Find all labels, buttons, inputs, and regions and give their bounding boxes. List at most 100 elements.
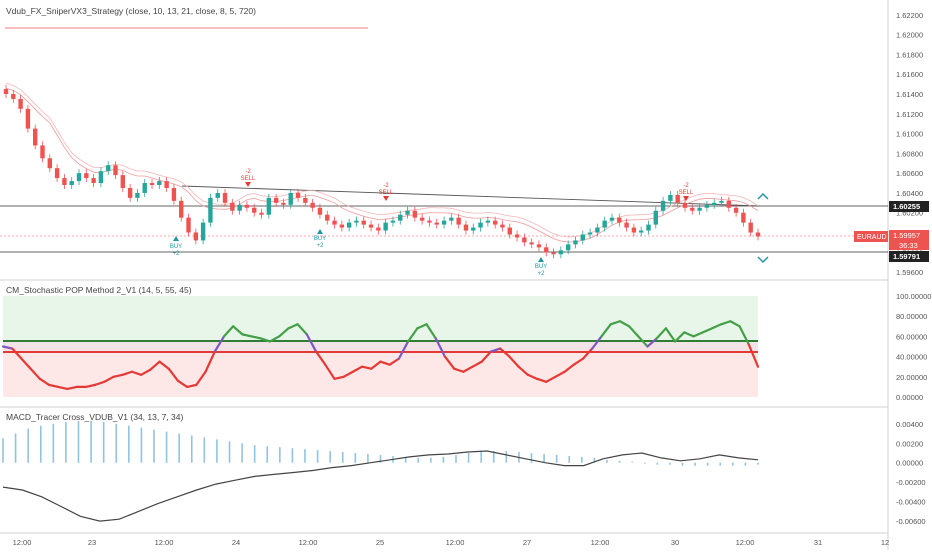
chevron-down-icon[interactable] <box>757 256 769 264</box>
candle-body <box>244 204 250 208</box>
sell-signal: -2 SELL <box>241 169 256 187</box>
stochastic-segment <box>130 370 143 376</box>
stoch-overbought-zone <box>3 296 758 341</box>
candle-body <box>266 197 272 215</box>
y-axis-ticks: 1.62200 1.62000 1.61800 1.61600 1.61400 1.612… <box>896 11 931 526</box>
candle-body <box>193 232 199 241</box>
candle-body <box>98 171 104 184</box>
stochastic-segment <box>287 323 299 330</box>
candle-body <box>237 204 242 211</box>
candle-body <box>653 210 658 225</box>
candle-body <box>668 194 673 201</box>
candle-body <box>303 197 308 203</box>
candle-body <box>346 222 352 228</box>
stochastic-segment <box>158 360 170 370</box>
candle-body <box>18 98 23 109</box>
candle-body <box>514 234 520 238</box>
candles <box>3 85 761 259</box>
stochastic-panel <box>1 296 760 397</box>
stochastic-segment <box>637 335 649 348</box>
stochastic-segment <box>526 373 539 380</box>
candle-body <box>135 192 140 198</box>
macd-signal-line <box>2 450 759 522</box>
candle-body <box>157 181 162 186</box>
buy-signal: BUY +2 <box>170 236 182 257</box>
stochastic-segment <box>121 370 134 376</box>
x-tick-label: 12:00 <box>736 538 755 547</box>
stochastic-segment <box>554 370 566 378</box>
x-tick-label: 12:00 <box>299 538 318 547</box>
candle-body <box>368 224 374 228</box>
candle-body <box>624 222 629 228</box>
stochastic-segment <box>370 360 382 370</box>
candle-body <box>646 224 651 231</box>
candle-body <box>427 220 432 223</box>
y-tick-label: 0.00200 <box>896 439 923 448</box>
frame <box>0 0 889 550</box>
candle-body <box>529 242 534 245</box>
candle-body <box>755 232 761 237</box>
candle-body <box>441 220 447 225</box>
stochastic-segment <box>591 335 603 350</box>
candle-body <box>478 222 483 228</box>
stochastic-segment <box>674 331 686 343</box>
candle-body <box>573 240 578 245</box>
stochastic-segment <box>664 327 677 343</box>
stochastic-segment <box>268 335 281 343</box>
stochastic-segment <box>360 365 373 370</box>
candle-body <box>33 128 38 146</box>
stochastic-segment <box>407 327 419 343</box>
stochastic-segment <box>563 363 575 373</box>
candle-body <box>171 187 177 201</box>
candle-body <box>544 247 549 253</box>
candle-body <box>62 178 67 186</box>
price-label-upper: 1.60255 <box>889 201 929 212</box>
candle-body <box>434 222 439 225</box>
y-tick-label: 1.60800 <box>896 149 923 158</box>
price-panel: -2 SELL -2 SELL -2 SELL BUY +2 BUY <box>0 27 888 277</box>
y-tick-label: 1.61200 <box>896 110 923 119</box>
candle-body <box>609 217 615 221</box>
price-panel-title: Vdub_FX_SniperVX3_Strategy (close, 10, 1… <box>6 6 256 16</box>
y-tick-label: 1.61400 <box>896 90 923 99</box>
candle-body <box>748 222 753 233</box>
chevron-up-icon[interactable] <box>757 192 769 200</box>
candle-body <box>719 200 724 203</box>
x-tick-label: 12:00 <box>13 538 32 547</box>
stochastic-segment <box>296 323 308 336</box>
y-tick-label: 100.00000 <box>896 292 931 301</box>
stochastic-segment <box>66 385 78 391</box>
sell-arrow-icon <box>383 196 389 201</box>
x-tick-label: 12:00 <box>446 538 465 547</box>
x-tick-label: 31 <box>814 538 822 547</box>
candle-body <box>295 192 301 198</box>
y-tick-label: 1.59600 <box>896 268 923 277</box>
candle-body <box>281 202 286 205</box>
x-tick-label: 27 <box>523 538 531 547</box>
candle-body <box>11 93 16 99</box>
stochastic-segment <box>29 367 41 380</box>
candle-body <box>675 194 680 203</box>
stochastic-segment <box>453 367 465 373</box>
sell-signal-amount: -2 <box>245 169 251 175</box>
last-price-label: 1.59957 36:33 <box>889 230 929 250</box>
stochastic-segment <box>581 347 594 360</box>
candle-body <box>25 108 31 129</box>
stochastic-segment <box>425 323 437 340</box>
candle-body <box>273 197 279 203</box>
candle-body <box>471 227 476 231</box>
candle-body <box>40 145 45 159</box>
symbol-label-bg <box>854 231 888 242</box>
stochastic-segment <box>535 377 548 383</box>
stochastic-segment <box>462 365 474 373</box>
last-price-text: 1.59957 <box>893 231 920 240</box>
candle-body <box>76 173 82 182</box>
candle-body <box>325 214 330 221</box>
stochastic-segment <box>443 355 456 370</box>
stochastic-segment <box>489 347 502 353</box>
stochastic-segment <box>655 327 668 340</box>
y-tick-label: 40.00000 <box>896 353 927 362</box>
x-tick-label: 24 <box>232 538 240 547</box>
